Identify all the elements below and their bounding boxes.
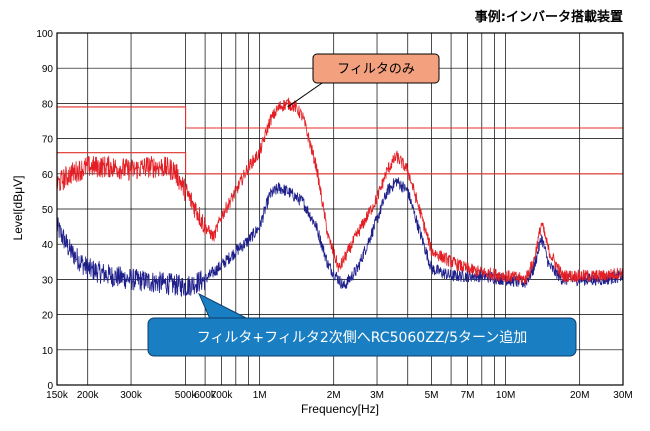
series-layer: [56, 97, 624, 297]
x-tick-label: 20M: [570, 390, 589, 401]
annotation-filter-plus-core: フィルタ+フィルタ2次側へRC5060ZZ/5ターン追加: [147, 292, 577, 357]
y-tick-label: 80: [42, 99, 54, 110]
annotation-filter-only-box: [312, 53, 440, 84]
x-axis-label: Frequency[Hz]: [301, 402, 379, 416]
limit-lines: [57, 106, 623, 175]
series-line: [56, 97, 624, 285]
y-tick-label: 30: [42, 275, 54, 286]
annotation-filter-plus-core-pointer: [198, 292, 249, 320]
x-tick-label: 30M: [613, 390, 632, 401]
x-tick-label: 300k: [120, 390, 143, 401]
y-tick-label: 50: [42, 205, 54, 216]
limit-line: [57, 152, 623, 175]
y-tick-label: 100: [36, 29, 53, 40]
chart-title: 事例:インバータ搭載装置: [475, 9, 623, 25]
y-tick-label: 60: [42, 170, 54, 181]
plot-frame: [56, 32, 624, 386]
annotation-filter-only-leader: [287, 80, 326, 108]
x-tick-label: 150k: [46, 390, 69, 401]
annotation-filter-only-text: フィルタのみ: [337, 62, 415, 77]
x-tick-label: 600k: [194, 390, 217, 401]
y-tick-labels: 0 10 20 30 40 50 60 70 80 90 100: [36, 29, 53, 392]
x-tick-label: 200k: [77, 390, 100, 401]
annotation-filter-plus-core-text: フィルタ+フィルタ2次側へRC5060ZZ/5ターン追加: [197, 330, 528, 346]
annotation-filter-only: フィルタのみ: [287, 53, 440, 108]
y-axis-label: Level[dBμV]: [11, 176, 25, 241]
y-tick-label: 10: [42, 346, 54, 357]
y-tick-label: 40: [42, 240, 54, 251]
y-tick-label: 20: [42, 311, 54, 322]
x-tick-label: 7M: [461, 390, 475, 401]
x-tick-label: 5M: [425, 390, 439, 401]
x-tick-label: 3M: [370, 390, 384, 401]
y-tick-label: 0: [47, 381, 53, 392]
x-tick-label: 700k: [211, 390, 234, 401]
y-tick-label: 70: [42, 135, 54, 146]
limit-line: [57, 106, 623, 129]
x-tick-label: 1M: [253, 390, 267, 401]
x-tick-label: 500k: [175, 390, 198, 401]
series-line: [56, 177, 624, 297]
y-tick-label: 90: [42, 64, 54, 75]
x-tick-label: 10M: [496, 390, 515, 401]
x-tick-label: 2M: [327, 390, 341, 401]
annotation-filter-plus-core-box: [147, 317, 577, 357]
